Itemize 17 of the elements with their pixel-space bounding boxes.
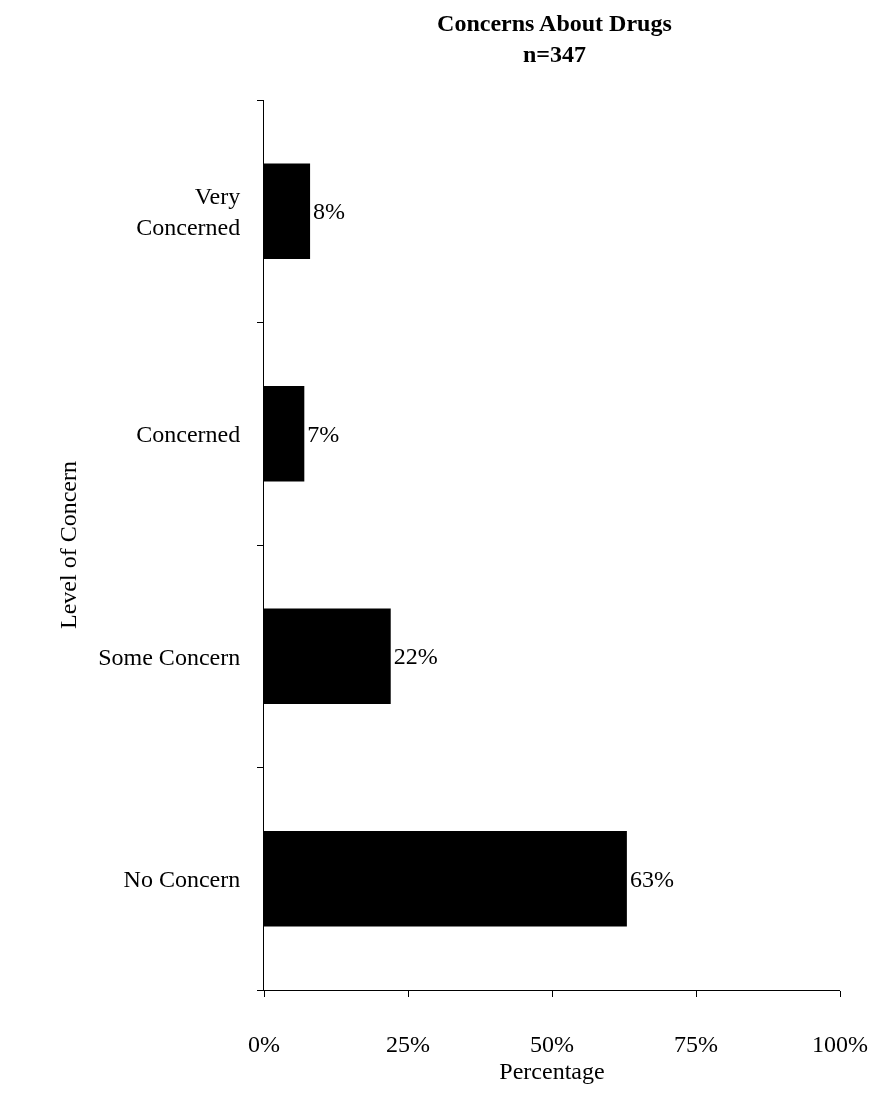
x-tick-label: 25% [386, 1030, 430, 1057]
data-label: 22% [393, 643, 438, 670]
x-tick-label: 50% [530, 1030, 574, 1057]
x-tick-label: 0% [248, 1030, 280, 1057]
x-tick-label: 75% [674, 1030, 718, 1057]
y-axis-title: Level of Concern [55, 461, 82, 629]
y-tick-label: No Concern [123, 866, 241, 893]
data-label: 63% [629, 865, 674, 892]
y-tick-label: Concerned [136, 421, 241, 448]
x-tick-label: 100% [812, 1030, 868, 1057]
data-label: 7% [307, 420, 340, 447]
x-axis-title: Percentage [499, 1058, 605, 1085]
chart-subtitle: n=347 [522, 40, 586, 67]
data-label: 8% [313, 198, 346, 225]
y-tick-label: Some Concern [98, 643, 241, 670]
y-tick-label: Very Concerned [136, 183, 241, 241]
chart-title: Concerns About Drugs [437, 9, 672, 36]
